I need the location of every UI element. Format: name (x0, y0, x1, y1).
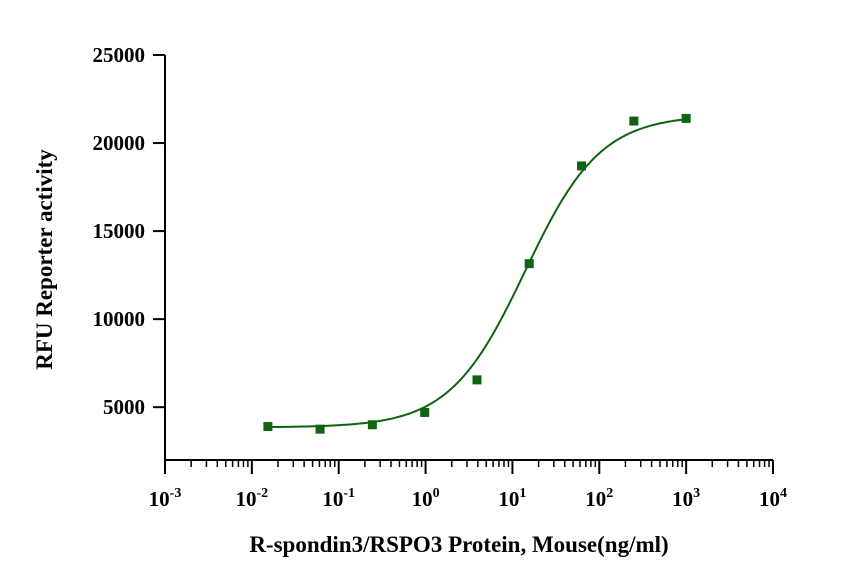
data-point (420, 407, 430, 417)
x-tick-base: 10 (498, 487, 519, 511)
x-tick-exponent: 4 (780, 486, 787, 501)
fit-curve (267, 118, 687, 429)
y-tick-label: 5000 (103, 395, 145, 419)
y-axis-title: RFU Reporter activity (32, 149, 57, 370)
x-tick-base: 10 (759, 487, 780, 511)
x-tick-label: 101 (498, 486, 526, 511)
x-tick-label: 102 (585, 486, 613, 511)
x-tick-exponent: -1 (343, 486, 355, 501)
x-axis-title: R-spondin3/RSPO3 Protein, Mouse(ng/ml) (249, 532, 668, 557)
x-tick-base: 10 (236, 487, 257, 511)
x-tick-label: 104 (759, 486, 787, 511)
x-tick-label: 10-3 (149, 486, 182, 511)
data-point (315, 424, 325, 434)
data-point (524, 259, 534, 269)
x-tick-label: 10-1 (322, 486, 355, 511)
x-tick-exponent: -3 (170, 486, 182, 501)
data-point (472, 375, 482, 385)
x-tick-base: 10 (672, 487, 693, 511)
y-tick-label: 15000 (93, 219, 146, 243)
y-tick-label: 10000 (93, 307, 146, 331)
x-tick-exponent: 0 (433, 486, 440, 501)
x-tick-label: 10-2 (236, 486, 269, 511)
x-tick-base: 10 (149, 487, 170, 511)
data-points-layer (263, 113, 691, 434)
x-tick-base: 10 (412, 487, 433, 511)
data-point (629, 116, 639, 126)
x-tick-exponent: 3 (693, 486, 700, 501)
x-tick-exponent: -2 (257, 486, 269, 501)
y-tick-label: 25000 (93, 43, 146, 67)
data-point (367, 420, 377, 430)
axes (153, 54, 774, 474)
data-point (263, 422, 273, 432)
x-tick-label: 103 (672, 486, 700, 511)
x-tick-base: 10 (585, 487, 606, 511)
y-tick-label: 20000 (93, 131, 146, 155)
x-tick-label: 100 (412, 486, 440, 511)
x-tick-exponent: 1 (519, 486, 526, 501)
data-point (577, 161, 587, 171)
x-tick-exponent: 2 (606, 486, 613, 501)
fit-curve-layer (267, 118, 687, 429)
data-point (681, 113, 691, 123)
x-tick-base: 10 (322, 487, 343, 511)
